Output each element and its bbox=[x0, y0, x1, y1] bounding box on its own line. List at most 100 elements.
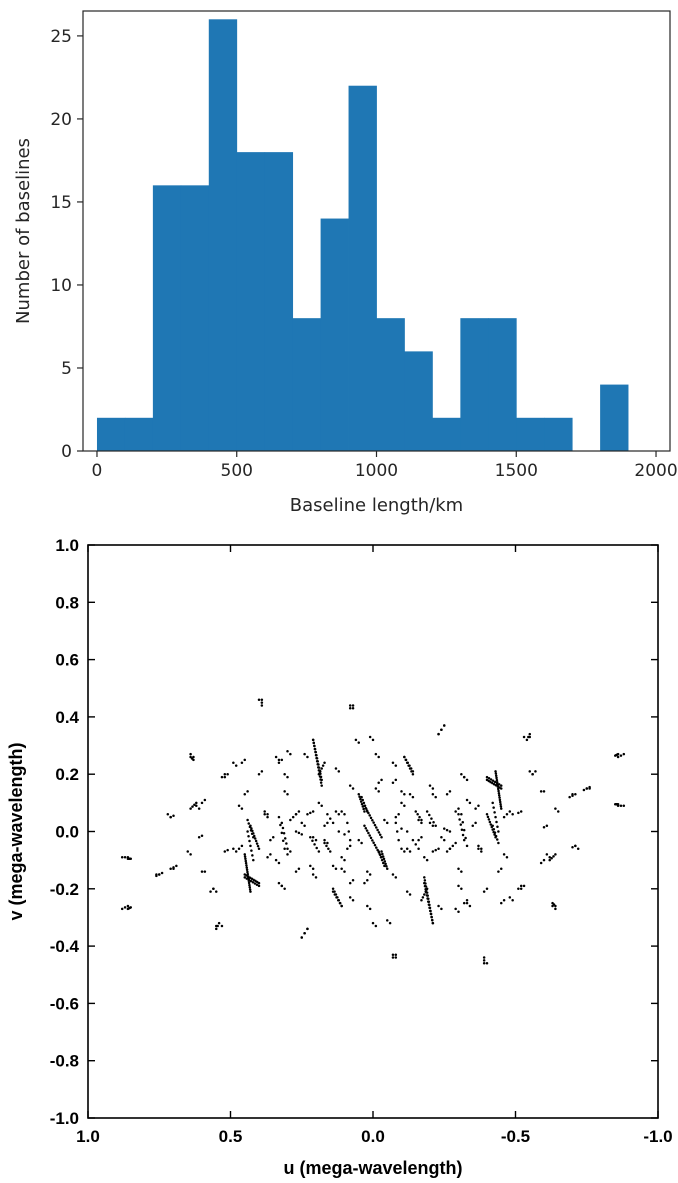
uv-point bbox=[362, 801, 366, 805]
uv-point bbox=[490, 825, 493, 829]
uv-point bbox=[377, 851, 381, 854]
uv-point bbox=[303, 752, 306, 756]
uv-point bbox=[247, 881, 251, 885]
uv-point-conjugate bbox=[400, 827, 403, 830]
uv-point-conjugate bbox=[494, 774, 498, 777]
uv-point-conjugate bbox=[420, 835, 423, 839]
uv-point-conjugate bbox=[391, 953, 395, 956]
uv-point bbox=[129, 857, 132, 860]
uv-point-conjugate bbox=[420, 818, 423, 822]
uv-x-tick-label: -1.0 bbox=[643, 1127, 672, 1146]
uv-point-conjugate bbox=[431, 793, 435, 796]
uv-point bbox=[397, 813, 400, 816]
uv-point-conjugate bbox=[423, 893, 426, 896]
uv-point-conjugate bbox=[499, 802, 502, 806]
uv-point bbox=[407, 764, 410, 767]
uv-point-conjugate bbox=[195, 804, 198, 807]
uv-point bbox=[244, 861, 248, 865]
uv-point-conjugate bbox=[550, 856, 553, 860]
uv-point-conjugate bbox=[377, 831, 381, 834]
histogram-x-ticks: 0 500 1000 1500 2000 bbox=[92, 451, 678, 481]
uv-point-conjugate bbox=[215, 890, 218, 893]
uv-point bbox=[619, 804, 623, 807]
uv-y-tick-label: -0.6 bbox=[50, 994, 79, 1013]
uv-point-conjugate bbox=[294, 870, 298, 873]
uv-point bbox=[411, 838, 415, 842]
uv-point bbox=[223, 850, 227, 853]
uv-point bbox=[169, 867, 172, 870]
uv-point-conjugate bbox=[431, 824, 435, 828]
uv-point bbox=[440, 835, 443, 839]
uv-point-conjugate bbox=[169, 815, 172, 819]
baseline-histogram-chart: 0 500 1000 1500 2000 0 5 10 15 20 25 Baseline len… bbox=[13, 10, 678, 516]
uv-point bbox=[244, 859, 248, 863]
uv-point-conjugate bbox=[394, 876, 398, 879]
uv-point-conjugate bbox=[346, 847, 349, 850]
uv-point-conjugate bbox=[499, 805, 503, 808]
uv-point bbox=[237, 804, 241, 807]
uv-point-conjugate bbox=[614, 803, 617, 806]
uv-point-conjugate bbox=[420, 899, 423, 902]
uv-plot-frame bbox=[87, 544, 659, 1119]
uv-x-axis-label: u (mega-wavelength) bbox=[283, 1158, 462, 1178]
uv-point-conjugate bbox=[281, 839, 285, 843]
uv-point-conjugate bbox=[394, 821, 398, 825]
uv-point-conjugate bbox=[534, 770, 537, 773]
uv-point-conjugate bbox=[365, 809, 369, 812]
uv-point-conjugate bbox=[360, 841, 363, 845]
uv-point-conjugate bbox=[457, 867, 460, 870]
uv-point bbox=[440, 728, 443, 732]
uv-point bbox=[193, 803, 196, 807]
uv-point bbox=[277, 761, 281, 764]
uv-point bbox=[492, 806, 495, 809]
uv-point bbox=[485, 813, 489, 816]
uv-point-conjugate bbox=[348, 844, 352, 848]
uv-point-conjugate bbox=[405, 847, 409, 850]
uv-point-conjugate bbox=[280, 831, 284, 835]
uv-point bbox=[417, 847, 420, 850]
histogram-bar-4 bbox=[208, 19, 238, 452]
uv-point bbox=[410, 770, 413, 773]
uv-point-conjugate bbox=[340, 904, 343, 908]
uv-point-conjugate bbox=[313, 843, 316, 846]
uv-point-conjugate bbox=[316, 760, 320, 763]
uv-point-conjugate bbox=[294, 813, 298, 816]
uv-point-conjugate bbox=[477, 847, 480, 850]
uv-point bbox=[394, 953, 398, 956]
uv-point bbox=[428, 784, 432, 787]
uv-point-conjugate bbox=[200, 801, 204, 805]
uv-point bbox=[548, 856, 551, 859]
uv-point bbox=[388, 921, 392, 925]
uv-point-conjugate bbox=[203, 798, 207, 802]
uv-point-conjugate bbox=[333, 890, 336, 893]
uv-point bbox=[376, 848, 379, 852]
uv-y-tick-label: 0.2 bbox=[55, 765, 79, 784]
uv-point-conjugate bbox=[279, 823, 282, 827]
histogram-bar-2 bbox=[152, 185, 182, 451]
uv-point-conjugate bbox=[300, 821, 303, 825]
histogram-bar-9 bbox=[348, 85, 377, 451]
uv-point-conjugate bbox=[212, 887, 215, 891]
uv-point-conjugate bbox=[551, 901, 554, 905]
uv-point bbox=[465, 901, 469, 905]
uv-point bbox=[351, 899, 355, 902]
uv-point bbox=[323, 824, 326, 828]
uv-point bbox=[430, 915, 433, 919]
histogram-y-tick-label: 0 bbox=[61, 442, 72, 462]
uv-point-conjugate bbox=[465, 778, 469, 782]
uv-point bbox=[309, 811, 312, 815]
uv-point-conjugate bbox=[297, 867, 301, 870]
uv-point-conjugate bbox=[497, 841, 500, 845]
uv-point bbox=[454, 841, 457, 845]
uv-point bbox=[234, 764, 238, 767]
uv-point-conjugate bbox=[357, 838, 360, 842]
uv-point bbox=[491, 801, 494, 805]
uv-point bbox=[327, 847, 330, 850]
uv-point-conjugate bbox=[123, 856, 127, 859]
uv-point-conjugate bbox=[266, 856, 269, 859]
histogram-bar-11 bbox=[404, 351, 433, 451]
uv-point bbox=[428, 909, 432, 913]
uv-point-conjugate bbox=[340, 810, 343, 813]
uv-point bbox=[226, 848, 229, 852]
uv-point-conjugate bbox=[548, 858, 551, 862]
